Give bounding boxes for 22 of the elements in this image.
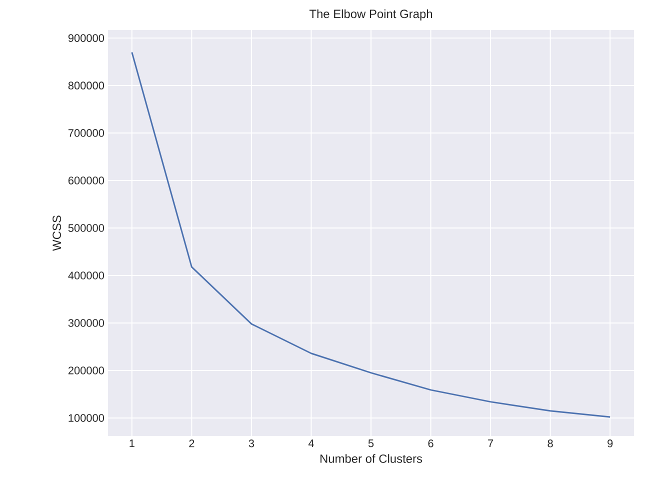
chart-title: The Elbow Point Graph xyxy=(309,9,432,20)
x-tick-label: 4 xyxy=(308,440,314,448)
x-tick-label: 1 xyxy=(130,440,134,448)
x-tick-label: 5 xyxy=(368,440,374,448)
x-tick-label: 6 xyxy=(428,440,434,448)
y-tick-label: 100000 xyxy=(68,414,104,422)
y-tick-label: 800000 xyxy=(68,82,104,90)
x-tick-label: 8 xyxy=(548,440,553,448)
y-axis-title: WCSS xyxy=(52,216,62,251)
x-tick-label: 2 xyxy=(189,440,194,448)
y-tick-label: 700000 xyxy=(68,129,104,137)
x-tick-label: 7 xyxy=(488,440,494,448)
x-axis-title: Number of Clusters xyxy=(320,454,422,463)
y-tick-label: 900000 xyxy=(68,34,104,42)
line-series xyxy=(131,52,611,418)
x-tick-label: 9 xyxy=(608,440,613,448)
y-tick-label: 600000 xyxy=(68,176,104,184)
y-tick-label: 400000 xyxy=(68,272,104,280)
y-tick-label: 200000 xyxy=(68,366,104,374)
y-tick-label: 300000 xyxy=(68,319,104,327)
y-tick-label: 500000 xyxy=(68,224,104,232)
x-tick-label: 3 xyxy=(248,440,254,448)
